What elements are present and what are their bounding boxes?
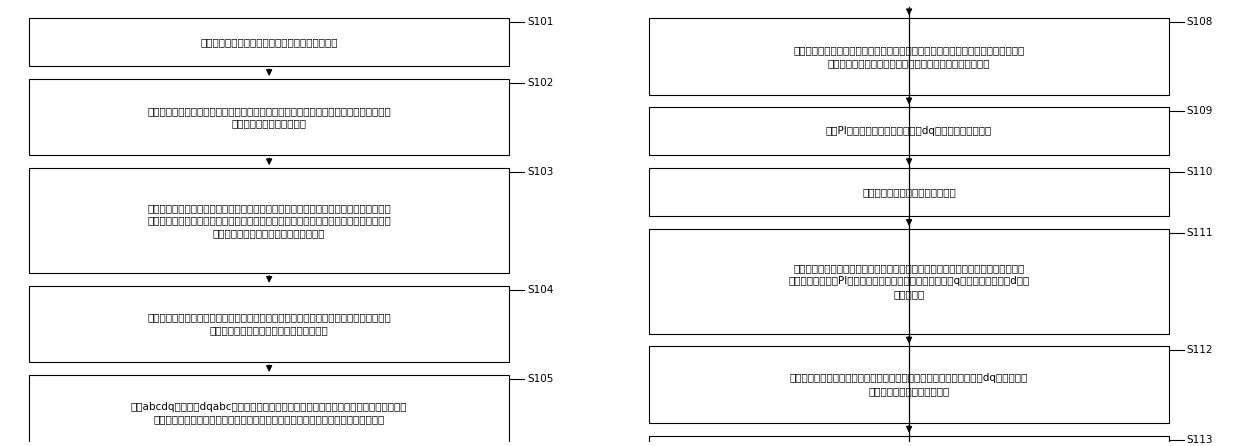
Bar <box>29 18 510 66</box>
Bar <box>29 375 510 446</box>
Text: 基于abcdq坐标系和dqabc坐标系将所述基波正弦值、基波余弦值、预设次数谐波正弦值和
预设次数谐波余弦值进行坐标变换，得到基波旋转变换矩阵和预设次数旋转变换: 基于abcdq坐标系和dqabc坐标系将所述基波正弦值、基波余弦值、预设次数谐波… <box>131 402 408 425</box>
Text: 获取到预设次数谐波频率，并根据所述预设次数谐波频率、所述第二电感的电感值和所述
第二电容的电容值通过第一预设公式计算特定电容值，根据所述特定电容值通过第二电路
: 获取到预设次数谐波频率，并根据所述预设次数谐波频率、所述第二电感的电感值和所述 … <box>148 203 391 238</box>
Bar <box>650 18 1169 95</box>
Bar <box>650 229 1169 334</box>
Text: S111: S111 <box>1187 228 1213 238</box>
Text: S103: S103 <box>527 167 553 177</box>
Text: S110: S110 <box>1187 167 1213 177</box>
Bar <box>650 107 1169 155</box>
Text: 获取到所述全控型电压逆变器直流侧电压期望值与直流侧电压实际值的第三差值，将
所述第三差值通过PI控制器获得电压环的基波旋转坐标系下q轴的电流指令值和d轴的
电流: 获取到所述全控型电压逆变器直流侧电压期望值与直流侧电压实际值的第三差值，将 所述… <box>789 264 1029 299</box>
Text: S108: S108 <box>1187 17 1213 27</box>
Text: 变换到静止坐标系下的电压控制量: 变换到静止坐标系下的电压控制量 <box>862 187 956 197</box>
Text: S105: S105 <box>527 374 553 384</box>
Bar <box>650 347 1169 423</box>
Bar <box>650 436 1169 446</box>
Text: 确定所述第二电感和所述第二电容的并联谐振频率: 确定所述第二电感和所述第二电容的并联谐振频率 <box>201 37 339 47</box>
Text: S113: S113 <box>1187 434 1213 445</box>
Text: S112: S112 <box>1187 345 1213 355</box>
Text: 根据所述并联谐振频率、第一电路谐振条件公式和第二电容的耐压值确定第二电感的电感
值和所述第二电容的电容值: 根据所述并联谐振频率、第一电路谐振条件公式和第二电容的耐压值确定第二电感的电感 … <box>148 106 391 128</box>
Text: S109: S109 <box>1187 106 1213 116</box>
Bar <box>29 286 510 362</box>
Text: 通过PI控制器获取到预设次数谐波dq轴下的指令电压信号: 通过PI控制器获取到预设次数谐波dq轴下的指令电压信号 <box>826 126 992 136</box>
Text: 获取到三相电路的第一相相位值，根据所述第一相相位值计算基波正弦值、基波余弦值、
预设次数谐波正弦值和预设次数谐波余弦值: 获取到三相电路的第一相相位值，根据所述第一相相位值计算基波正弦值、基波余弦值、 … <box>148 313 391 335</box>
Text: S102: S102 <box>527 78 553 88</box>
Bar <box>650 168 1169 216</box>
Text: 获取到第一差值以及第二差值，将所述第一差值和所述第二差值通过低通滤波器得到
预设次数谐波的指令电流与实际的预设次数谐波电流的差值: 获取到第一差值以及第二差值，将所述第一差值和所述第二差值通过低通滤波器得到 预设… <box>794 45 1024 68</box>
Bar <box>29 79 510 155</box>
Text: S101: S101 <box>527 17 553 27</box>
Text: 检测第三电感的三相电流，并通过所述基波旋转坐标系变换矩阵获取到dq轴上的电流
，通过低通滤波器得到直流量: 检测第三电感的三相电流，并通过所述基波旋转坐标系变换矩阵获取到dq轴上的电流 ，… <box>790 373 1028 396</box>
Bar <box>29 168 510 273</box>
Text: S104: S104 <box>527 285 553 295</box>
